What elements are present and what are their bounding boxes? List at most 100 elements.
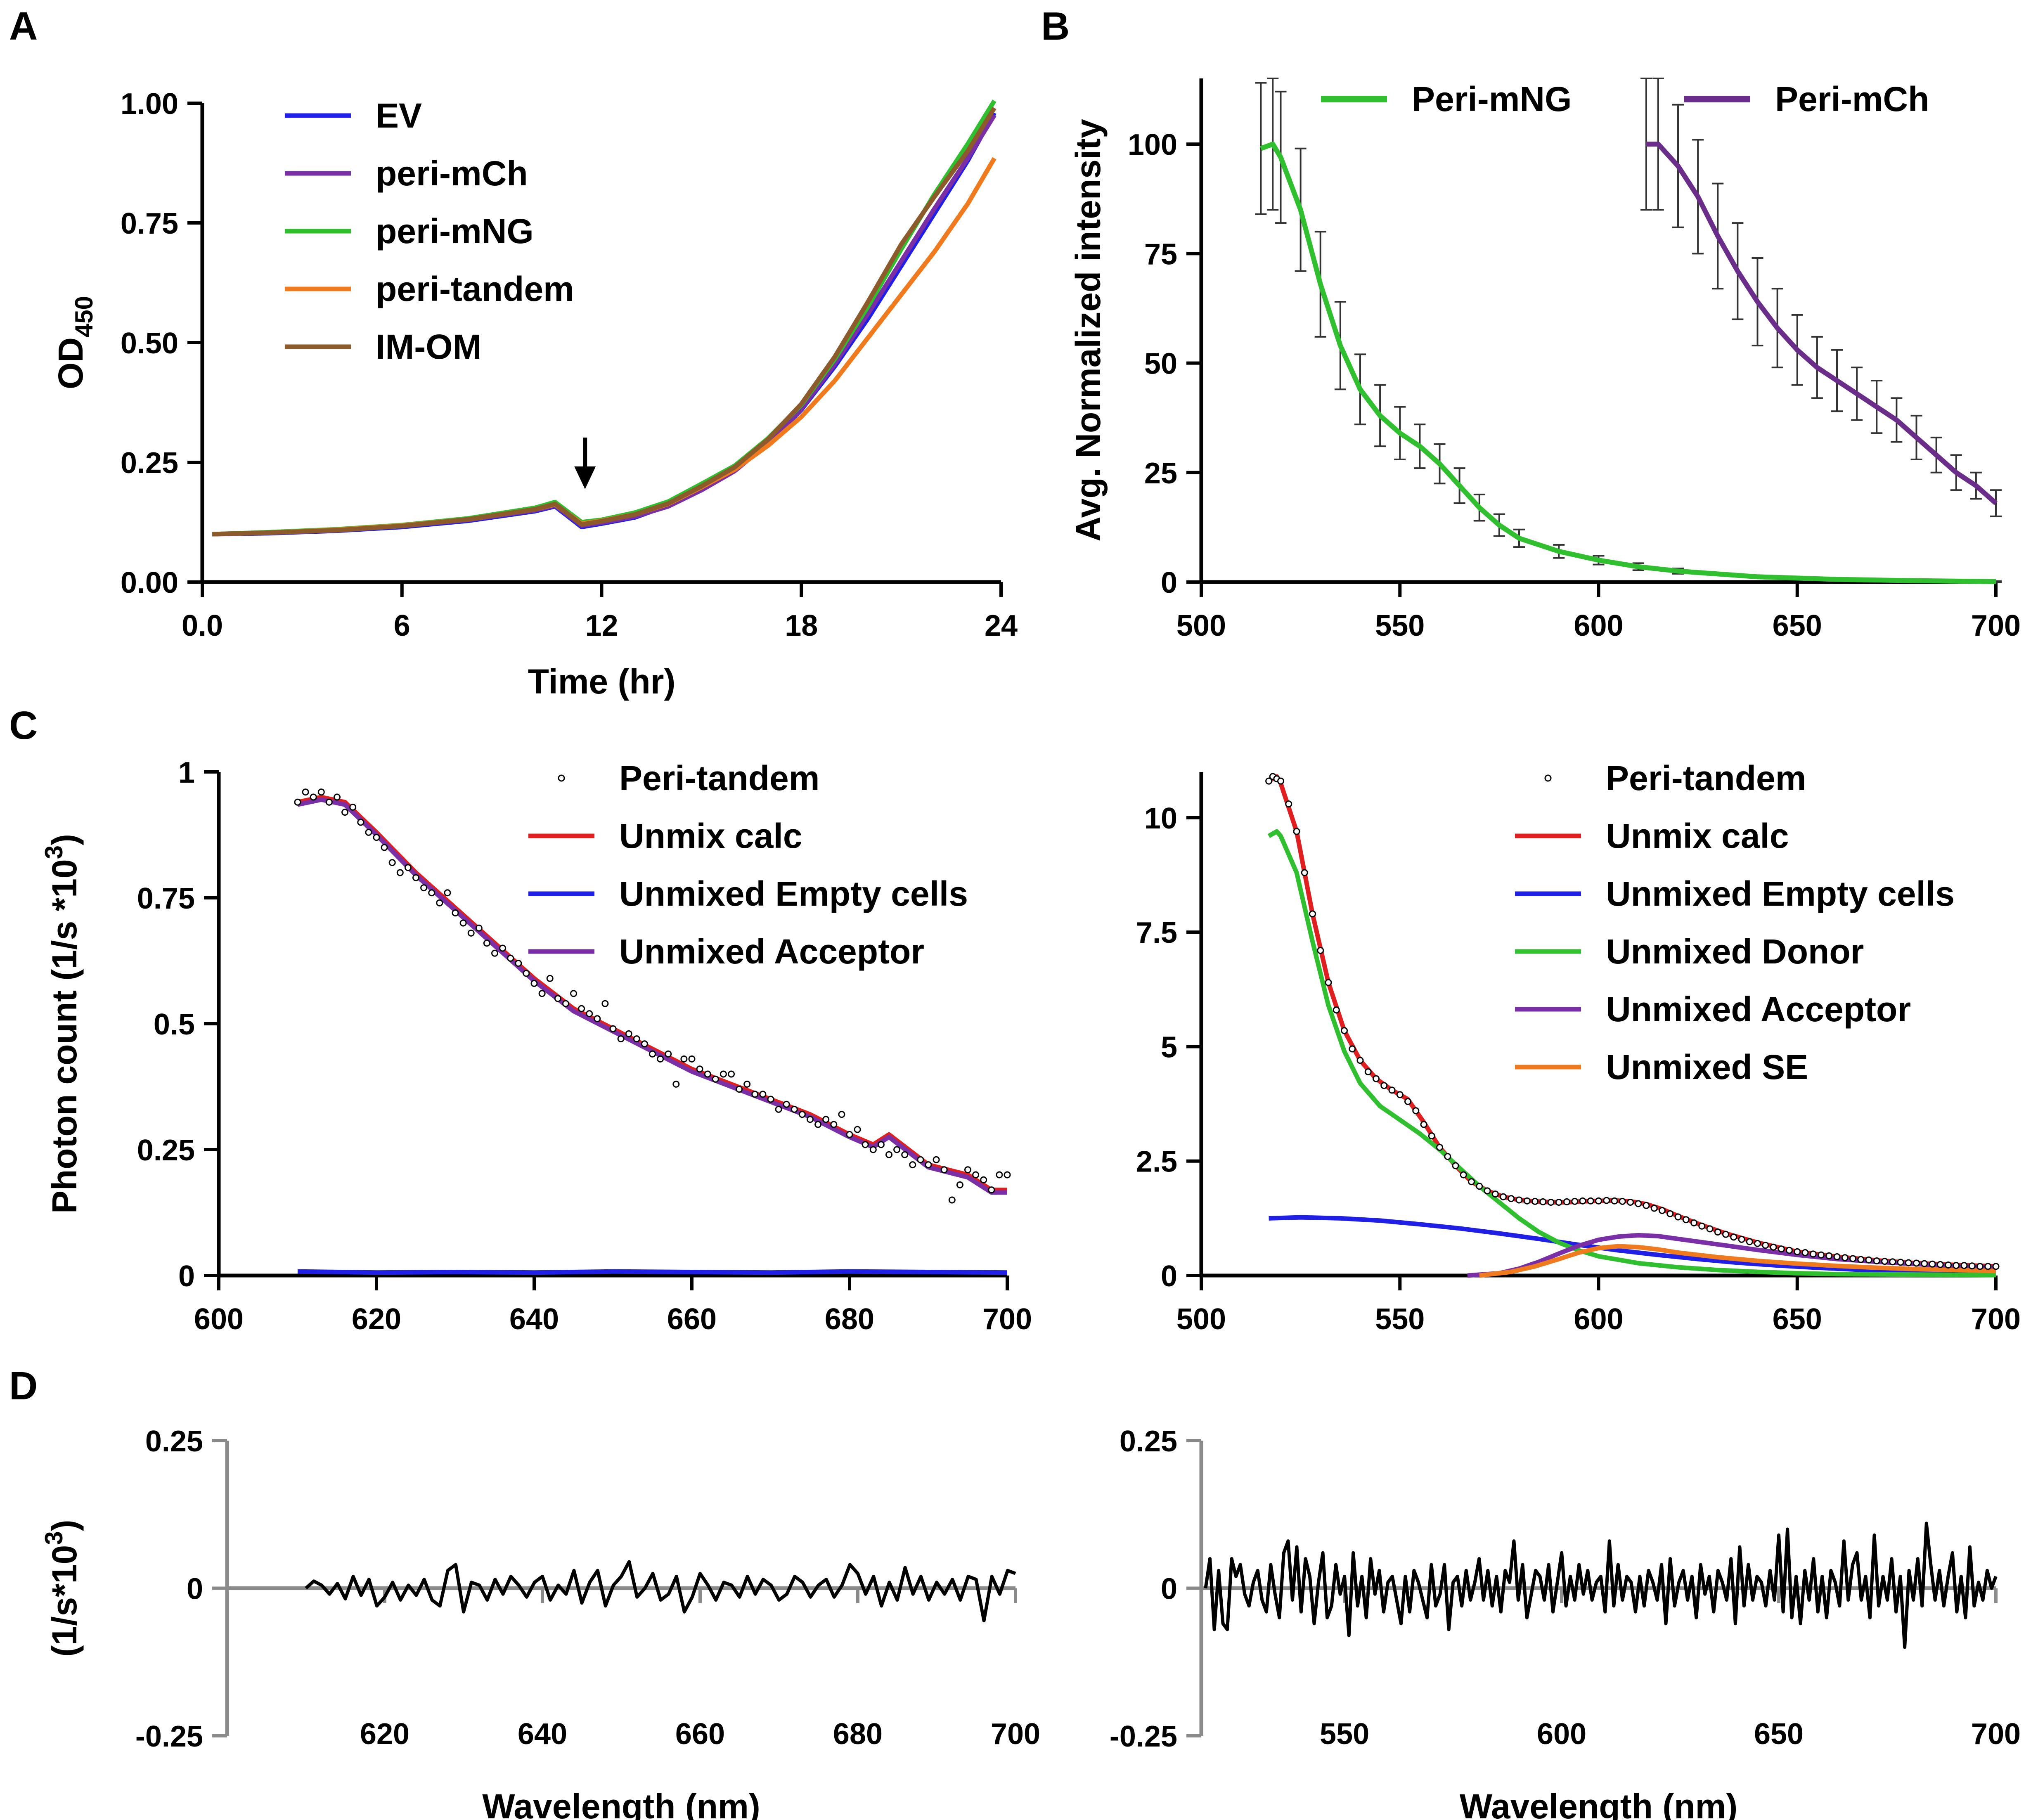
data-point	[1635, 1200, 1642, 1207]
data-point	[412, 874, 419, 881]
chart-residuals-left: -0.25 0 0.25 620 640 660 680 700 Wavelength (nm)…	[40, 1425, 1040, 1820]
data-point	[1611, 1197, 1618, 1205]
data-point	[1905, 1259, 1912, 1266]
data-point	[373, 834, 380, 841]
legend-label: Unmixed Empty cells	[619, 874, 968, 913]
legend-label: Peri-mNG	[1412, 80, 1572, 118]
x-tick-label: 700	[1971, 1718, 2021, 1751]
legend-item-unmixed-acceptor: Unmixed Acceptor	[528, 932, 924, 971]
legend-label: peri-tandem	[376, 270, 574, 308]
data-point	[436, 899, 443, 906]
y-tick-label: 0.25	[145, 1425, 203, 1458]
data-point	[743, 1080, 751, 1088]
data-point	[1500, 1193, 1507, 1200]
data-point	[491, 949, 498, 957]
x-tick-label: 700	[982, 1303, 1032, 1336]
y-axis-title-end: )	[45, 834, 84, 845]
y-axis-title-subscript: 450	[70, 296, 98, 337]
y-axis-title: Photon count (1/s *103)	[40, 834, 84, 1214]
data-point	[617, 1035, 625, 1043]
chart-residuals-right: -0.25 0 0.25 550 600 650 700 Wavelength (nm)	[1110, 1425, 2021, 1820]
chart-emission-spectra: 0 25 50 75 100 500 550 600 650 700 Avg. Normalized…	[1069, 78, 2021, 642]
legend-item-peri-tandem: Peri-tandem	[1544, 759, 1806, 798]
data-point	[665, 1050, 672, 1058]
x-tick-label: 550	[1320, 1718, 1369, 1751]
data-point	[1698, 1222, 1706, 1230]
data-point	[846, 1131, 853, 1138]
data-point	[751, 1091, 759, 1098]
y-axis-title-superscript: 3	[40, 845, 68, 859]
y-axis-title-text: (1/s*10	[45, 1545, 84, 1657]
data-point	[538, 990, 546, 997]
data-point	[515, 960, 522, 967]
data-point	[1619, 1198, 1626, 1205]
data-point	[1309, 910, 1316, 918]
data-point	[365, 828, 372, 836]
data-point	[310, 793, 317, 801]
y-tick-label: 0	[1161, 566, 1177, 599]
panel-label-a: A	[9, 4, 38, 48]
data-point	[1889, 1258, 1896, 1266]
data-point	[1746, 1238, 1753, 1245]
legend: EV peri-mCh peri-mNG peri-tandem IM-OM	[285, 96, 574, 366]
data-point	[1992, 1263, 2000, 1270]
data-point	[467, 929, 475, 937]
x-tick-label: 6	[394, 609, 410, 642]
data-point	[1897, 1259, 1904, 1266]
axes: 0 0.25 0.5 0.75 1 600 620 640 660 680 700	[137, 756, 1032, 1336]
y-tick-label: 25	[1144, 457, 1177, 490]
y-tick-label: 0	[1161, 1573, 1177, 1606]
y-tick-label: 7.5	[1136, 916, 1177, 949]
data-point	[798, 1111, 806, 1118]
data-point	[1659, 1207, 1666, 1214]
data-point	[1873, 1257, 1880, 1265]
data-point	[530, 980, 538, 987]
x-axis-title: Wavelength (nm)	[1460, 1787, 1738, 1820]
x-tick-label: 650	[1773, 609, 1822, 642]
data-point	[672, 1080, 680, 1088]
data-point	[1476, 1183, 1483, 1190]
data-point	[901, 1151, 909, 1158]
data-point	[1913, 1259, 1920, 1267]
legend-label: Peri-tandem	[1606, 759, 1806, 798]
x-tick-label: 600	[1574, 1303, 1623, 1336]
legend-label: Peri-tandem	[619, 759, 819, 798]
x-tick-label: 24	[985, 609, 1018, 642]
data-point	[1794, 1248, 1801, 1255]
x-tick-label: 12	[585, 609, 618, 642]
y-axis-title-text: Avg. Normalized intensity	[1069, 119, 1108, 542]
x-tick-label: 700	[991, 1718, 1040, 1751]
data-point	[1571, 1198, 1579, 1205]
data-point	[381, 844, 388, 851]
series-line-unmixed-acceptor	[297, 797, 1007, 1195]
data-point	[1762, 1242, 1769, 1249]
data-point	[1484, 1187, 1491, 1195]
series-line-unmixed-se	[1479, 1244, 1996, 1278]
data-point	[783, 1101, 790, 1108]
data-point	[562, 1000, 569, 1007]
data-point	[980, 1176, 987, 1183]
y-tick-label: 0.25	[121, 447, 178, 480]
panel-label-c: C	[9, 703, 38, 748]
data-point	[1317, 947, 1324, 954]
legend-item-unmixed-donor: Unmixed Donor	[1515, 932, 1864, 971]
data-point	[404, 864, 412, 871]
data-point	[807, 1116, 814, 1123]
y-tick-label: 100	[1128, 128, 1177, 161]
data-point	[680, 1055, 688, 1063]
data-point	[1945, 1261, 1952, 1269]
series-line-unmixed-empty-cells	[297, 1269, 1008, 1275]
x-tick-label: 700	[1971, 1303, 2021, 1336]
panel-label-b: B	[1041, 4, 1070, 48]
axes: 0 2.5 5 7.5 10 500 550 600 650 700	[1136, 772, 2021, 1336]
data-point	[1515, 1196, 1523, 1204]
y-axis-title: OD450	[51, 296, 98, 389]
data-point	[1730, 1233, 1737, 1241]
legend-label: EV	[376, 96, 422, 135]
legend: Peri-tandem Unmix calc Unmixed Empty cells…	[1515, 759, 1955, 1086]
data-point	[877, 1141, 885, 1148]
data-point	[1714, 1228, 1721, 1236]
y-tick-label: 10	[1144, 802, 1177, 835]
x-tick-label: 620	[360, 1718, 409, 1751]
